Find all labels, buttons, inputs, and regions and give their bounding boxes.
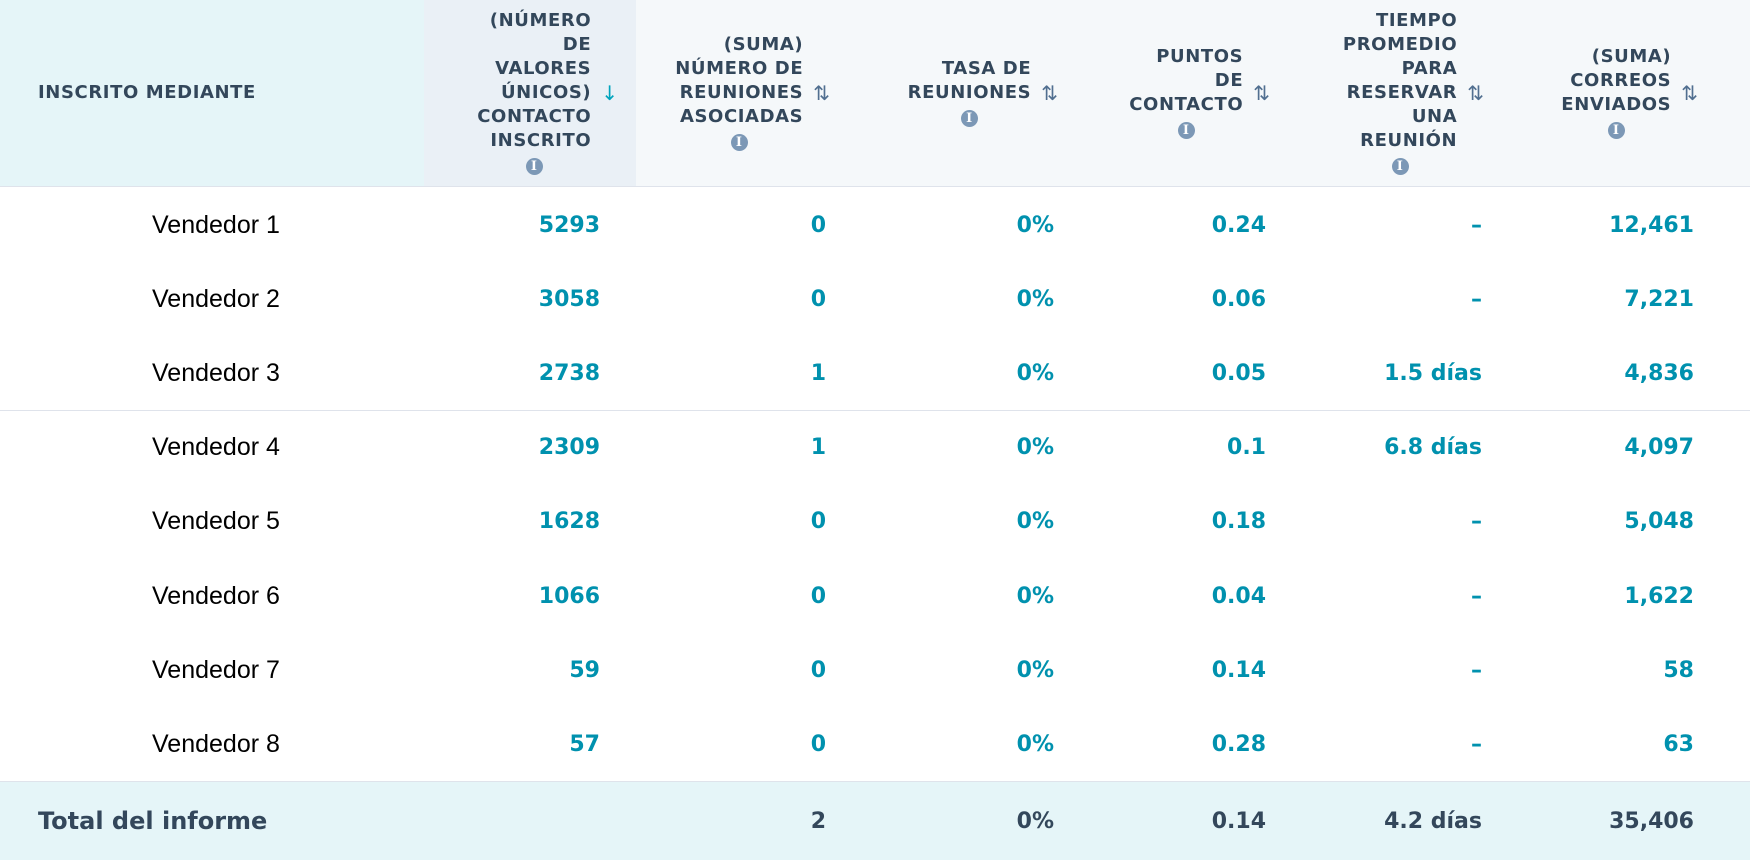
cell-touchpoints[interactable]: 0.05 <box>1211 360 1266 386</box>
column-header-inscrito-mediante[interactable]: Inscrito mediante <box>38 0 256 186</box>
cell-emails-sent[interactable]: 12,461 <box>1609 212 1694 238</box>
cell-booking-time[interactable]: – <box>1471 286 1482 312</box>
sort-icon[interactable]: ⇅ <box>1041 81 1058 105</box>
cell-meetings[interactable]: 0 <box>810 509 826 535</box>
cell-meetings[interactable]: 1 <box>810 435 826 461</box>
table-row: Vendedor 1 5293 0 0% 0.24 – 12,461 <box>0 188 1750 263</box>
cell-booking-time[interactable]: – <box>1471 731 1482 757</box>
row-name: Vendedor 5 <box>152 507 280 536</box>
cell-touchpoints[interactable]: 0.1 <box>1227 435 1266 461</box>
sort-icon[interactable]: ⇅ <box>813 81 830 105</box>
cell-contacts[interactable]: 2309 <box>538 435 600 461</box>
column-header-label: Inscrito mediante <box>38 82 256 103</box>
cell-meetings[interactable]: 1 <box>810 360 826 386</box>
cell-meeting-rate[interactable]: 0% <box>1016 435 1054 461</box>
total-booking-time: 4.2 días <box>1384 808 1482 834</box>
table-row: Vendedor 8 57 0 0% 0.28 – 63 <box>0 707 1750 783</box>
table-row: Vendedor 5 1628 0 0% 0.18 – 5,048 <box>0 484 1750 560</box>
cell-contacts[interactable]: 3058 <box>538 286 600 312</box>
cell-contacts[interactable]: 5293 <box>538 212 600 238</box>
total-label: Total del informe <box>38 807 268 835</box>
cell-booking-time[interactable]: – <box>1471 657 1482 683</box>
column-header-tiempo-promedio[interactable]: Tiempo promedio para reservar una reunió… <box>1342 10 1484 175</box>
sort-icon[interactable]: ⇅ <box>1253 81 1270 105</box>
cell-booking-time[interactable]: 6.8 días <box>1384 435 1482 461</box>
cell-meetings[interactable]: 0 <box>810 212 826 238</box>
total-meeting-rate: 0% <box>1016 808 1054 834</box>
table-row: Vendedor 6 1066 0 0% 0.04 – 1,622 <box>0 559 1750 634</box>
column-header-tasa-de-reuniones[interactable]: Tasa de reuniones i ⇅ <box>907 58 1058 127</box>
cell-emails-sent[interactable]: 5,048 <box>1624 509 1694 535</box>
cell-booking-time[interactable]: – <box>1471 212 1482 238</box>
cell-meeting-rate[interactable]: 0% <box>1016 360 1054 386</box>
column-header-correos-enviados[interactable]: (Suma) correos enviados i ⇅ <box>1561 46 1698 139</box>
table-row: Vendedor 2 3058 0 0% 0.06 – 7,221 <box>0 262 1750 338</box>
table-row: Vendedor 4 2309 1 0% 0.1 6.8 días 4,097 <box>0 410 1750 486</box>
info-icon[interactable]: i <box>525 158 543 175</box>
cell-emails-sent[interactable]: 63 <box>1663 731 1694 757</box>
cell-contacts[interactable]: 1628 <box>538 509 600 535</box>
row-name: Vendedor 6 <box>152 581 280 610</box>
cell-meetings[interactable]: 0 <box>810 583 826 609</box>
cell-emails-sent[interactable]: 1,622 <box>1624 583 1694 609</box>
row-name: Vendedor 8 <box>152 729 280 758</box>
cell-booking-time[interactable]: 1.5 días <box>1384 360 1482 386</box>
table-row: Vendedor 3 2738 1 0% 0.05 1.5 días 4,836 <box>0 336 1750 412</box>
total-meetings: 2 <box>810 808 826 834</box>
cell-emails-sent[interactable]: 4,097 <box>1624 435 1694 461</box>
total-emails-sent: 35,406 <box>1609 808 1694 834</box>
row-name: Vendedor 3 <box>152 358 280 387</box>
cell-meetings[interactable]: 0 <box>810 286 826 312</box>
cell-contacts[interactable]: 59 <box>569 657 600 683</box>
cell-contacts[interactable]: 57 <box>569 731 600 757</box>
cell-meetings[interactable]: 0 <box>810 731 826 757</box>
cell-emails-sent[interactable]: 58 <box>1663 657 1694 683</box>
sort-icon[interactable]: ⇅ <box>1467 81 1484 105</box>
row-name: Vendedor 1 <box>152 210 280 239</box>
info-icon[interactable]: i <box>1391 158 1409 175</box>
column-header-puntos-de-contacto[interactable]: Puntos de contacto i ⇅ <box>1129 46 1270 139</box>
cell-meeting-rate[interactable]: 0% <box>1016 286 1054 312</box>
total-row: Total del informe 2 0% 0.14 4.2 días 35,… <box>0 782 1750 860</box>
sort-descending-icon[interactable]: ↓ <box>601 81 618 105</box>
cell-contacts[interactable]: 1066 <box>538 583 600 609</box>
sort-icon[interactable]: ⇅ <box>1681 81 1698 105</box>
cell-meetings[interactable]: 0 <box>810 657 826 683</box>
cell-booking-time[interactable]: – <box>1471 583 1482 609</box>
cell-touchpoints[interactable]: 0.04 <box>1211 583 1266 609</box>
total-touchpoints: 0.14 <box>1211 808 1266 834</box>
cell-emails-sent[interactable]: 7,221 <box>1624 286 1694 312</box>
cell-meeting-rate[interactable]: 0% <box>1016 583 1054 609</box>
cell-meeting-rate[interactable]: 0% <box>1016 212 1054 238</box>
cell-meeting-rate[interactable]: 0% <box>1016 657 1054 683</box>
row-name: Vendedor 2 <box>152 284 280 313</box>
table-header: Inscrito mediante (Número de valores úni… <box>0 0 1750 187</box>
info-icon[interactable]: i <box>960 110 978 127</box>
info-icon[interactable]: i <box>1177 122 1195 139</box>
cell-meeting-rate[interactable]: 0% <box>1016 509 1054 535</box>
cell-touchpoints[interactable]: 0.06 <box>1211 286 1266 312</box>
row-name: Vendedor 4 <box>152 433 280 462</box>
column-header-numero-reuniones[interactable]: (Suma) número de reuniones asociadas i ⇅ <box>675 34 830 151</box>
cell-touchpoints[interactable]: 0.18 <box>1211 509 1266 535</box>
cell-booking-time[interactable]: – <box>1471 509 1482 535</box>
info-icon[interactable]: i <box>1607 122 1625 139</box>
info-icon[interactable]: i <box>730 134 748 151</box>
cell-touchpoints[interactable]: 0.28 <box>1211 731 1266 757</box>
cell-touchpoints[interactable]: 0.14 <box>1211 657 1266 683</box>
cell-meeting-rate[interactable]: 0% <box>1016 731 1054 757</box>
column-header-contacto-inscrito[interactable]: (Número de valores únicos) contacto insc… <box>477 10 618 175</box>
table-row: Vendedor 7 59 0 0% 0.14 – 58 <box>0 633 1750 709</box>
cell-touchpoints[interactable]: 0.24 <box>1211 212 1266 238</box>
row-name: Vendedor 7 <box>152 655 280 684</box>
cell-emails-sent[interactable]: 4,836 <box>1624 360 1694 386</box>
cell-contacts[interactable]: 2738 <box>538 360 600 386</box>
